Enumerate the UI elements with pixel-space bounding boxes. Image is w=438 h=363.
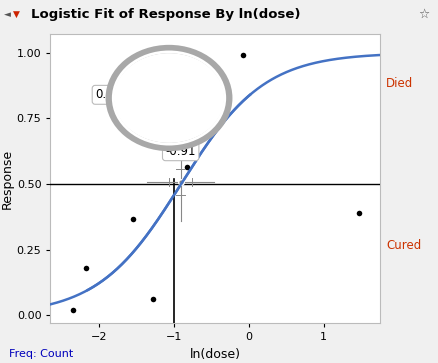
Point <box>354 210 361 216</box>
Point <box>183 164 190 170</box>
Text: Logistic Fit of Response By ln(dose): Logistic Fit of Response By ln(dose) <box>31 8 300 21</box>
Text: -0.91: -0.91 <box>165 145 195 158</box>
X-axis label: ln(dose): ln(dose) <box>189 348 240 361</box>
Text: Freq: Count: Freq: Count <box>9 348 73 359</box>
Text: Died: Died <box>385 77 413 90</box>
Text: ▼: ▼ <box>13 10 20 19</box>
Text: ◄: ◄ <box>4 10 11 19</box>
Point <box>209 123 216 129</box>
Text: ☆: ☆ <box>417 8 428 21</box>
Point <box>149 296 156 302</box>
Point <box>69 307 76 313</box>
Point <box>129 217 136 223</box>
Point <box>82 265 89 271</box>
Text: 0.509: 0.509 <box>95 88 128 101</box>
Y-axis label: Response: Response <box>1 149 14 209</box>
Point <box>239 52 246 58</box>
Text: Cured: Cured <box>385 238 420 252</box>
